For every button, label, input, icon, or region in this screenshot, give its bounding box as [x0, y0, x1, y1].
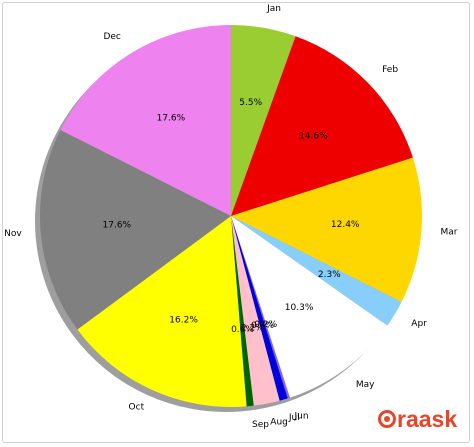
slice-jun [231, 216, 290, 399]
percent-label-sep: 0.6% [231, 325, 254, 335]
category-label-oct: Oct [129, 402, 145, 412]
logo-text: raask [397, 405, 458, 432]
slice-jan [231, 25, 296, 216]
slice-jul [231, 216, 288, 401]
category-label-mar: Mar [441, 228, 458, 238]
category-label-aug: Aug [270, 417, 288, 427]
logo-ring-icon [378, 410, 396, 428]
category-label-jul: Jul [288, 413, 300, 423]
category-label-may: May [356, 380, 375, 390]
slice-aug [231, 216, 280, 406]
slice-feb [231, 36, 413, 216]
watermark-logo: raask [378, 404, 457, 434]
slice-oct [77, 216, 247, 408]
slice-dec [60, 25, 231, 216]
slice-mar [231, 157, 422, 303]
percent-label-aug: 2.2% [241, 324, 264, 334]
category-label-sep: Sep [252, 420, 269, 430]
category-label-jan: Jan [266, 4, 281, 14]
percent-label-nov: 17.6% [103, 221, 132, 231]
category-label-jun: Jun [294, 411, 309, 421]
percent-label-jul: 0.7% [251, 321, 274, 331]
percent-label-may: 10.3% [285, 303, 314, 313]
pie-slices [40, 25, 422, 408]
slice-sep [231, 216, 254, 407]
slice-nov [40, 129, 231, 330]
percent-label-dec: 17.6% [157, 113, 186, 123]
percent-label-jan: 5.5% [239, 98, 262, 108]
slice-may [231, 216, 388, 398]
category-label-apr: Apr [411, 319, 427, 329]
percent-label-oct: 16.2% [169, 315, 198, 325]
percent-label-jun: 0.2% [254, 320, 277, 330]
percent-label-feb: 14.6% [299, 131, 328, 141]
percent-label-apr: 2.3% [318, 270, 341, 280]
category-label-feb: Feb [382, 65, 398, 75]
percent-label-mar: 12.4% [331, 220, 360, 230]
category-label-dec: Dec [103, 32, 120, 42]
percent-labels: 5.5% 14.6% 12.4% 2.3% 10.3% 0.2%0.7%2.2%0.6% 1… [103, 98, 360, 335]
category-label-nov: Nov [4, 229, 22, 239]
slice-apr [231, 216, 402, 326]
